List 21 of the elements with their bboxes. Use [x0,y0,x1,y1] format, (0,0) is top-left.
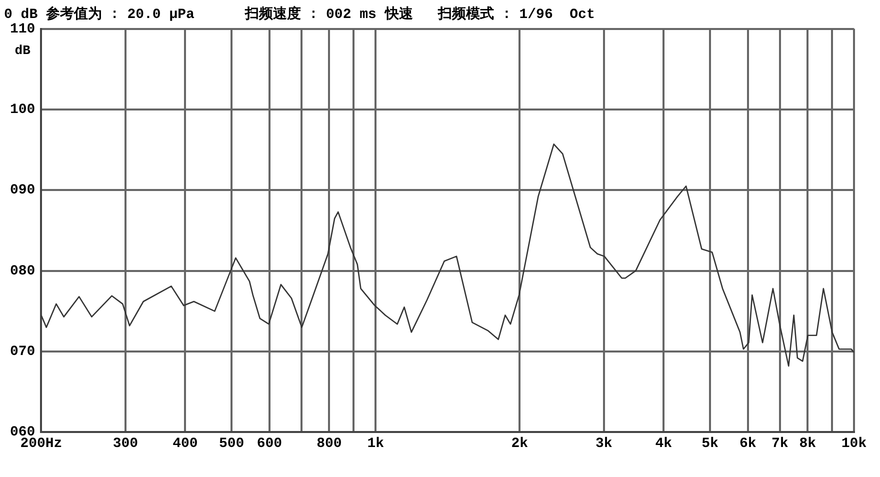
x-tick-label: 800 [316,436,342,452]
y-tick-label: 070 [10,344,36,360]
x-tick-label: 600 [256,436,282,452]
y-tick-label: 090 [10,182,36,199]
x-tick-label: 300 [112,436,138,452]
x-tick-label: 10k [841,436,867,452]
x-tick-label: 500 [218,436,244,452]
y-axis-title: dB [14,43,31,58]
chart-title: 0 dB 参考值为 : 20.0 μPa 扫频速度 : 002 ms 快速 扫频模式 : 1/96 Oct [4,4,595,23]
x-tick-label: 8k [799,436,816,452]
x-tick-label: 6k [739,436,756,452]
y-tick-label: 110 [10,21,36,38]
x-tick-label: 5k [702,436,718,452]
x-tick-label: 1k [367,436,384,452]
x-tick-label: 2k [511,436,528,452]
x-tick-label: 4k [655,436,672,452]
x-tick-label: 400 [172,436,198,452]
y-tick-label: 080 [10,263,36,280]
x-tick-label: 3k [595,436,612,452]
x-tick-label: 7k [771,436,788,452]
y-tick-label: 100 [10,102,36,118]
